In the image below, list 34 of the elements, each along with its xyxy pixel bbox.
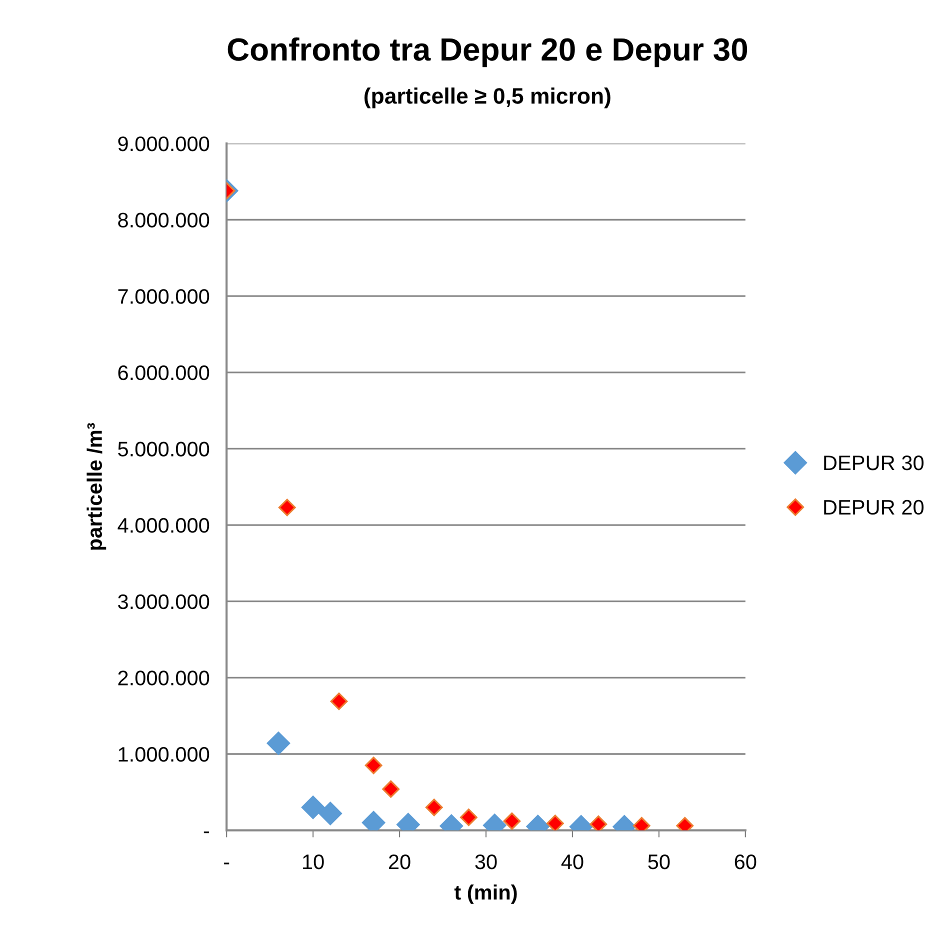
y-tick-label: 4.000.000 bbox=[118, 518, 210, 533]
point bbox=[546, 814, 564, 830]
legend-label: DEPUR 30 bbox=[824, 456, 924, 470]
y-tick-label: 1.000.000 bbox=[118, 746, 210, 762]
point bbox=[364, 756, 382, 774]
point bbox=[590, 816, 608, 830]
x-tick-label: 50 bbox=[648, 854, 670, 870]
x-tick-label: 20 bbox=[388, 854, 410, 870]
y-tick-label: - bbox=[204, 832, 209, 834]
point bbox=[425, 798, 443, 816]
legend-label: DEPUR 20 bbox=[824, 500, 924, 515]
point bbox=[460, 808, 478, 826]
point bbox=[266, 732, 290, 755]
y-tick-label: 9.000.000 bbox=[118, 136, 210, 152]
y-tick-label: 5.000.000 bbox=[118, 442, 210, 456]
x-tick-label: 40 bbox=[561, 854, 584, 870]
point bbox=[330, 692, 348, 710]
y-tick-label: 2.000.000 bbox=[118, 670, 210, 686]
point bbox=[278, 498, 296, 516]
y-axis-title: particelle /m³ bbox=[86, 423, 106, 550]
y-tick-label: 3.000.000 bbox=[118, 594, 210, 610]
x-axis-title: t (min) bbox=[454, 884, 517, 904]
chart-title: Confronto tra Depur 20 e Depur 30 bbox=[228, 37, 748, 68]
y-tick-label: 7.000.000 bbox=[118, 289, 210, 304]
y-tick-label: 8.000.000 bbox=[118, 212, 210, 228]
point bbox=[318, 802, 342, 826]
x-tick-label: 30 bbox=[475, 854, 497, 870]
point bbox=[382, 780, 400, 798]
y-tick-label: 6.000.000 bbox=[118, 365, 210, 380]
point bbox=[301, 796, 325, 820]
x-tick-label: 60 bbox=[734, 854, 756, 870]
x-tick-label: 10 bbox=[303, 854, 324, 870]
chart-subtitle: (particelle ≥ 0,5 micron) bbox=[364, 87, 610, 108]
point bbox=[503, 812, 521, 830]
